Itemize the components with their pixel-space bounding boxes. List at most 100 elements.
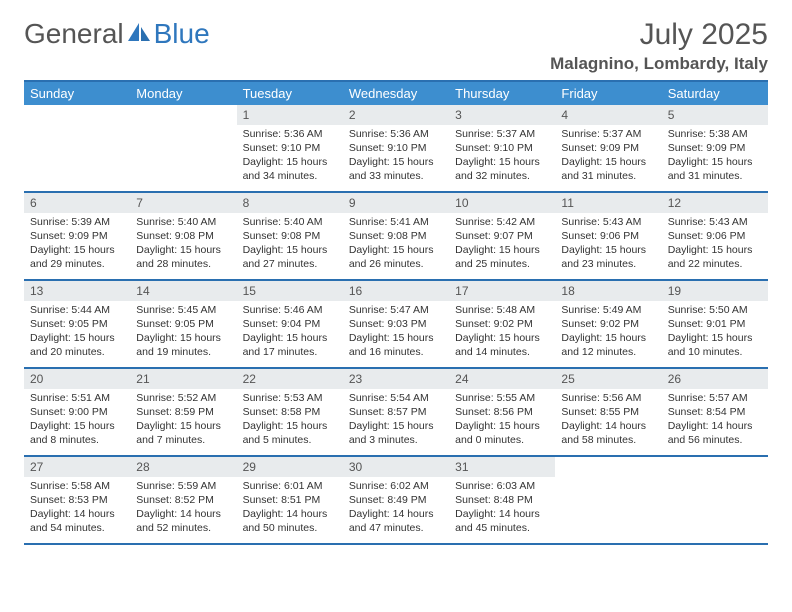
day-cell <box>130 105 236 191</box>
day-text: Sunrise: 5:41 AM Sunset: 9:08 PM Dayligh… <box>343 213 449 276</box>
day-cell: 23Sunrise: 5:54 AM Sunset: 8:57 PM Dayli… <box>343 369 449 455</box>
day-cell: 1Sunrise: 5:36 AM Sunset: 9:10 PM Daylig… <box>237 105 343 191</box>
day-cell: 29Sunrise: 6:01 AM Sunset: 8:51 PM Dayli… <box>237 457 343 543</box>
day-number: 21 <box>130 369 236 389</box>
day-cell: 27Sunrise: 5:58 AM Sunset: 8:53 PM Dayli… <box>24 457 130 543</box>
day-cell: 30Sunrise: 6:02 AM Sunset: 8:49 PM Dayli… <box>343 457 449 543</box>
day-cell: 11Sunrise: 5:43 AM Sunset: 9:06 PM Dayli… <box>555 193 661 279</box>
day-text: Sunrise: 5:36 AM Sunset: 9:10 PM Dayligh… <box>343 125 449 188</box>
day-cell: 17Sunrise: 5:48 AM Sunset: 9:02 PM Dayli… <box>449 281 555 367</box>
day-text: Sunrise: 5:56 AM Sunset: 8:55 PM Dayligh… <box>555 389 661 452</box>
day-text: Sunrise: 5:44 AM Sunset: 9:05 PM Dayligh… <box>24 301 130 364</box>
day-header: Saturday <box>662 82 768 105</box>
day-number: 20 <box>24 369 130 389</box>
day-text: Sunrise: 5:51 AM Sunset: 9:00 PM Dayligh… <box>24 389 130 452</box>
day-text: Sunrise: 5:46 AM Sunset: 9:04 PM Dayligh… <box>237 301 343 364</box>
day-header: Monday <box>130 82 236 105</box>
calendar: SundayMondayTuesdayWednesdayThursdayFrid… <box>24 80 768 545</box>
week-row: 13Sunrise: 5:44 AM Sunset: 9:05 PM Dayli… <box>24 281 768 369</box>
day-text: Sunrise: 5:38 AM Sunset: 9:09 PM Dayligh… <box>662 125 768 188</box>
day-text: Sunrise: 5:54 AM Sunset: 8:57 PM Dayligh… <box>343 389 449 452</box>
day-number: 8 <box>237 193 343 213</box>
day-number: 1 <box>237 105 343 125</box>
week-row: 1Sunrise: 5:36 AM Sunset: 9:10 PM Daylig… <box>24 105 768 193</box>
day-number: 11 <box>555 193 661 213</box>
day-text: Sunrise: 5:47 AM Sunset: 9:03 PM Dayligh… <box>343 301 449 364</box>
day-cell: 2Sunrise: 5:36 AM Sunset: 9:10 PM Daylig… <box>343 105 449 191</box>
day-cell: 31Sunrise: 6:03 AM Sunset: 8:48 PM Dayli… <box>449 457 555 543</box>
day-number: 26 <box>662 369 768 389</box>
day-cell: 3Sunrise: 5:37 AM Sunset: 9:10 PM Daylig… <box>449 105 555 191</box>
day-cell: 28Sunrise: 5:59 AM Sunset: 8:52 PM Dayli… <box>130 457 236 543</box>
day-number: 18 <box>555 281 661 301</box>
week-row: 20Sunrise: 5:51 AM Sunset: 9:00 PM Dayli… <box>24 369 768 457</box>
day-number: 27 <box>24 457 130 477</box>
day-number: 19 <box>662 281 768 301</box>
day-number: 2 <box>343 105 449 125</box>
day-text: Sunrise: 5:57 AM Sunset: 8:54 PM Dayligh… <box>662 389 768 452</box>
day-header: Tuesday <box>237 82 343 105</box>
day-header: Friday <box>555 82 661 105</box>
day-text: Sunrise: 5:48 AM Sunset: 9:02 PM Dayligh… <box>449 301 555 364</box>
day-text: Sunrise: 5:55 AM Sunset: 8:56 PM Dayligh… <box>449 389 555 452</box>
header: General Blue July 2025 Malagnino, Lombar… <box>24 18 768 74</box>
day-cell: 22Sunrise: 5:53 AM Sunset: 8:58 PM Dayli… <box>237 369 343 455</box>
day-cell: 15Sunrise: 5:46 AM Sunset: 9:04 PM Dayli… <box>237 281 343 367</box>
week-row: 6Sunrise: 5:39 AM Sunset: 9:09 PM Daylig… <box>24 193 768 281</box>
brand-text-1: General <box>24 18 124 50</box>
week-row: 27Sunrise: 5:58 AM Sunset: 8:53 PM Dayli… <box>24 457 768 545</box>
day-text: Sunrise: 5:45 AM Sunset: 9:05 PM Dayligh… <box>130 301 236 364</box>
sail-icon <box>126 18 154 50</box>
day-text: Sunrise: 5:42 AM Sunset: 9:07 PM Dayligh… <box>449 213 555 276</box>
day-number: 24 <box>449 369 555 389</box>
day-cell: 10Sunrise: 5:42 AM Sunset: 9:07 PM Dayli… <box>449 193 555 279</box>
day-cell: 12Sunrise: 5:43 AM Sunset: 9:06 PM Dayli… <box>662 193 768 279</box>
day-cell: 19Sunrise: 5:50 AM Sunset: 9:01 PM Dayli… <box>662 281 768 367</box>
day-text: Sunrise: 6:03 AM Sunset: 8:48 PM Dayligh… <box>449 477 555 540</box>
day-text: Sunrise: 5:59 AM Sunset: 8:52 PM Dayligh… <box>130 477 236 540</box>
day-cell: 6Sunrise: 5:39 AM Sunset: 9:09 PM Daylig… <box>24 193 130 279</box>
day-cell: 24Sunrise: 5:55 AM Sunset: 8:56 PM Dayli… <box>449 369 555 455</box>
day-text: Sunrise: 5:50 AM Sunset: 9:01 PM Dayligh… <box>662 301 768 364</box>
day-text: Sunrise: 5:43 AM Sunset: 9:06 PM Dayligh… <box>555 213 661 276</box>
day-number: 16 <box>343 281 449 301</box>
day-number: 15 <box>237 281 343 301</box>
day-number: 10 <box>449 193 555 213</box>
day-text: Sunrise: 5:40 AM Sunset: 9:08 PM Dayligh… <box>130 213 236 276</box>
day-text: Sunrise: 5:39 AM Sunset: 9:09 PM Dayligh… <box>24 213 130 276</box>
day-number: 17 <box>449 281 555 301</box>
day-cell <box>555 457 661 543</box>
day-number: 28 <box>130 457 236 477</box>
day-number: 23 <box>343 369 449 389</box>
day-text: Sunrise: 6:01 AM Sunset: 8:51 PM Dayligh… <box>237 477 343 540</box>
day-number: 9 <box>343 193 449 213</box>
day-text: Sunrise: 5:49 AM Sunset: 9:02 PM Dayligh… <box>555 301 661 364</box>
day-cell: 9Sunrise: 5:41 AM Sunset: 9:08 PM Daylig… <box>343 193 449 279</box>
day-header: Sunday <box>24 82 130 105</box>
day-text: Sunrise: 6:02 AM Sunset: 8:49 PM Dayligh… <box>343 477 449 540</box>
day-text: Sunrise: 5:52 AM Sunset: 8:59 PM Dayligh… <box>130 389 236 452</box>
day-number: 30 <box>343 457 449 477</box>
day-text: Sunrise: 5:40 AM Sunset: 9:08 PM Dayligh… <box>237 213 343 276</box>
day-number: 5 <box>662 105 768 125</box>
day-cell: 21Sunrise: 5:52 AM Sunset: 8:59 PM Dayli… <box>130 369 236 455</box>
day-cell: 25Sunrise: 5:56 AM Sunset: 8:55 PM Dayli… <box>555 369 661 455</box>
day-headers-row: SundayMondayTuesdayWednesdayThursdayFrid… <box>24 82 768 105</box>
day-cell: 13Sunrise: 5:44 AM Sunset: 9:05 PM Dayli… <box>24 281 130 367</box>
day-text: Sunrise: 5:37 AM Sunset: 9:09 PM Dayligh… <box>555 125 661 188</box>
day-number: 31 <box>449 457 555 477</box>
day-cell: 8Sunrise: 5:40 AM Sunset: 9:08 PM Daylig… <box>237 193 343 279</box>
day-number: 7 <box>130 193 236 213</box>
day-number: 29 <box>237 457 343 477</box>
day-text: Sunrise: 5:53 AM Sunset: 8:58 PM Dayligh… <box>237 389 343 452</box>
day-cell: 4Sunrise: 5:37 AM Sunset: 9:09 PM Daylig… <box>555 105 661 191</box>
day-number: 12 <box>662 193 768 213</box>
day-cell: 5Sunrise: 5:38 AM Sunset: 9:09 PM Daylig… <box>662 105 768 191</box>
day-cell <box>24 105 130 191</box>
day-number: 13 <box>24 281 130 301</box>
day-number: 3 <box>449 105 555 125</box>
day-text: Sunrise: 5:36 AM Sunset: 9:10 PM Dayligh… <box>237 125 343 188</box>
day-cell: 14Sunrise: 5:45 AM Sunset: 9:05 PM Dayli… <box>130 281 236 367</box>
day-cell <box>662 457 768 543</box>
title-block: July 2025 Malagnino, Lombardy, Italy <box>550 18 768 74</box>
